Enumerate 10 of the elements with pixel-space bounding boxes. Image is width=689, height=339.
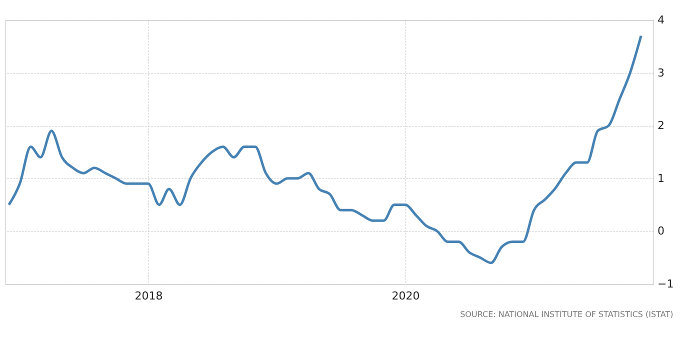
x-tick-label: 2018 [134, 290, 163, 302]
line-series [8, 34, 642, 264]
source-note: SOURCE: NATIONAL INSTITUTE OF STATISTICS (ISTAT) [460, 310, 674, 319]
y-tick-label: 2 [658, 119, 664, 132]
y-tick-label: 1 [658, 172, 664, 185]
y-tick-label: 3 [658, 66, 664, 80]
y-tick-label: 4 [658, 14, 664, 26]
y-tick-label: −1 [658, 278, 674, 290]
x-tick-label: 2020 [392, 290, 420, 302]
y-tick-label: 0 [658, 224, 664, 238]
